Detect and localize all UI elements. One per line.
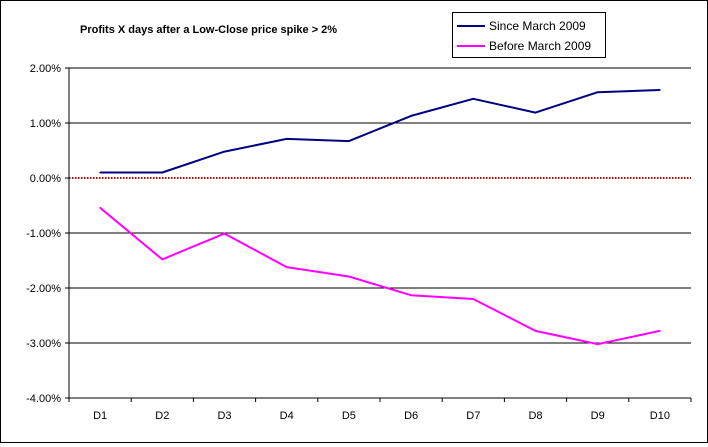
y-tick-label: 1.00% (30, 118, 61, 130)
x-tick-label-d4: D4 (280, 410, 294, 422)
data-point-since-march-2009-d6 (410, 115, 412, 117)
data-point-before-march-2009-d6 (410, 294, 412, 296)
data-point-since-march-2009-d2 (161, 171, 164, 174)
data-point-since-march-2009-d10 (659, 89, 661, 91)
series-line-since-march-2009 (100, 89, 660, 174)
x-tick-label-d2: D2 (155, 410, 169, 422)
y-tick-label: -4.00% (26, 393, 61, 405)
data-point-since-march-2009-d3 (223, 150, 226, 153)
series-line-before-march-2009 (99, 206, 661, 346)
data-point-since-march-2009-d4 (285, 138, 288, 140)
y-tick-label: -2.00% (26, 283, 61, 295)
chart-legend: Since March 2009 Before March 2009 (452, 12, 606, 58)
data-point-before-march-2009-d8 (534, 330, 537, 332)
data-point-since-march-2009-d8 (534, 111, 537, 114)
data-point-before-march-2009-d1 (99, 206, 101, 209)
x-tick-label-d7: D7 (466, 410, 480, 422)
legend-swatch-since-march-2009 (457, 25, 485, 27)
x-tick-label-d3: D3 (217, 410, 231, 422)
data-point-before-march-2009-d4 (285, 266, 288, 268)
legend-label-before-march-2009: Before March 2009 (489, 39, 592, 53)
x-tick-labels: D1 D2 D3 D4 D5 D6 D7 D8 D9 D10 (93, 410, 670, 422)
x-tick-label-d10: D10 (650, 410, 670, 422)
data-point-before-march-2009-d5 (348, 275, 350, 278)
y-tick-label: -1.00% (26, 228, 61, 240)
x-tick-label-d1: D1 (93, 410, 107, 422)
series-lines (99, 89, 661, 346)
chart-title: Profits X days after a Low-Close price s… (80, 24, 338, 36)
legend-item-before-march-2009: Before March 2009 (457, 37, 591, 55)
data-point-since-march-2009-d5 (348, 140, 350, 142)
data-point-since-march-2009-d9 (596, 91, 599, 93)
data-point-before-march-2009-d3 (223, 232, 226, 235)
legend-swatch-before-march-2009 (457, 45, 485, 47)
y-tick-label: 0.00% (30, 173, 61, 185)
axes (65, 67, 692, 402)
data-point-since-march-2009-d7 (472, 98, 475, 100)
y-tick-label: 2.00% (30, 63, 61, 75)
legend-item-since-march-2009: Since March 2009 (457, 17, 586, 35)
legend-label-since-march-2009: Since March 2009 (489, 19, 586, 33)
data-point-before-march-2009-d10 (659, 330, 661, 332)
y-tick-label: -3.00% (26, 338, 61, 350)
data-point-before-march-2009-d7 (472, 298, 475, 300)
data-point-since-march-2009-d1 (99, 171, 101, 174)
data-point-before-march-2009-d2 (161, 258, 164, 261)
data-point-before-march-2009-d9 (596, 343, 599, 345)
y-tick-labels: 2.00% 1.00% 0.00% -1.00% -2.00% -3.00% -4.00% (26, 63, 61, 405)
gridlines (69, 67, 691, 344)
x-tick-label-d6: D6 (404, 410, 418, 422)
x-tick-label-d5: D5 (342, 410, 356, 422)
x-tick-label-d8: D8 (528, 410, 542, 422)
x-tick-label-d9: D9 (591, 410, 605, 422)
